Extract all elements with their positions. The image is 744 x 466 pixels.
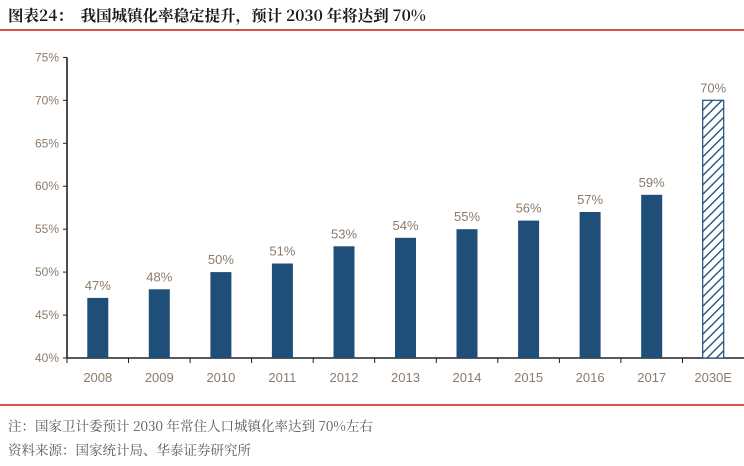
svg-text:2008: 2008 xyxy=(83,370,112,385)
svg-text:56%: 56% xyxy=(516,201,542,216)
svg-text:2015: 2015 xyxy=(514,370,543,385)
svg-text:2011: 2011 xyxy=(268,370,296,385)
svg-text:2009: 2009 xyxy=(145,370,174,385)
svg-text:70%: 70% xyxy=(35,93,59,107)
svg-text:60%: 60% xyxy=(35,179,59,193)
svg-text:65%: 65% xyxy=(35,136,59,150)
svg-text:51%: 51% xyxy=(269,244,295,259)
svg-text:59%: 59% xyxy=(639,175,665,190)
svg-text:48%: 48% xyxy=(146,269,172,284)
svg-text:2013: 2013 xyxy=(391,370,420,385)
svg-text:2014: 2014 xyxy=(453,370,482,385)
svg-text:53%: 53% xyxy=(331,226,357,241)
svg-text:70%: 70% xyxy=(700,80,726,95)
svg-text:47%: 47% xyxy=(85,278,111,293)
svg-text:55%: 55% xyxy=(454,209,480,224)
svg-text:40%: 40% xyxy=(35,351,59,365)
svg-text:2016: 2016 xyxy=(576,370,605,385)
svg-text:50%: 50% xyxy=(208,252,234,267)
svg-text:45%: 45% xyxy=(35,308,59,322)
svg-text:2030E: 2030E xyxy=(694,370,732,385)
svg-text:2012: 2012 xyxy=(330,370,359,385)
svg-text:2017: 2017 xyxy=(637,370,666,385)
svg-text:50%: 50% xyxy=(35,265,59,279)
svg-text:75%: 75% xyxy=(35,50,59,64)
svg-text:54%: 54% xyxy=(392,218,418,233)
svg-text:2010: 2010 xyxy=(206,370,235,385)
svg-text:55%: 55% xyxy=(35,222,59,236)
svg-text:57%: 57% xyxy=(577,192,603,207)
